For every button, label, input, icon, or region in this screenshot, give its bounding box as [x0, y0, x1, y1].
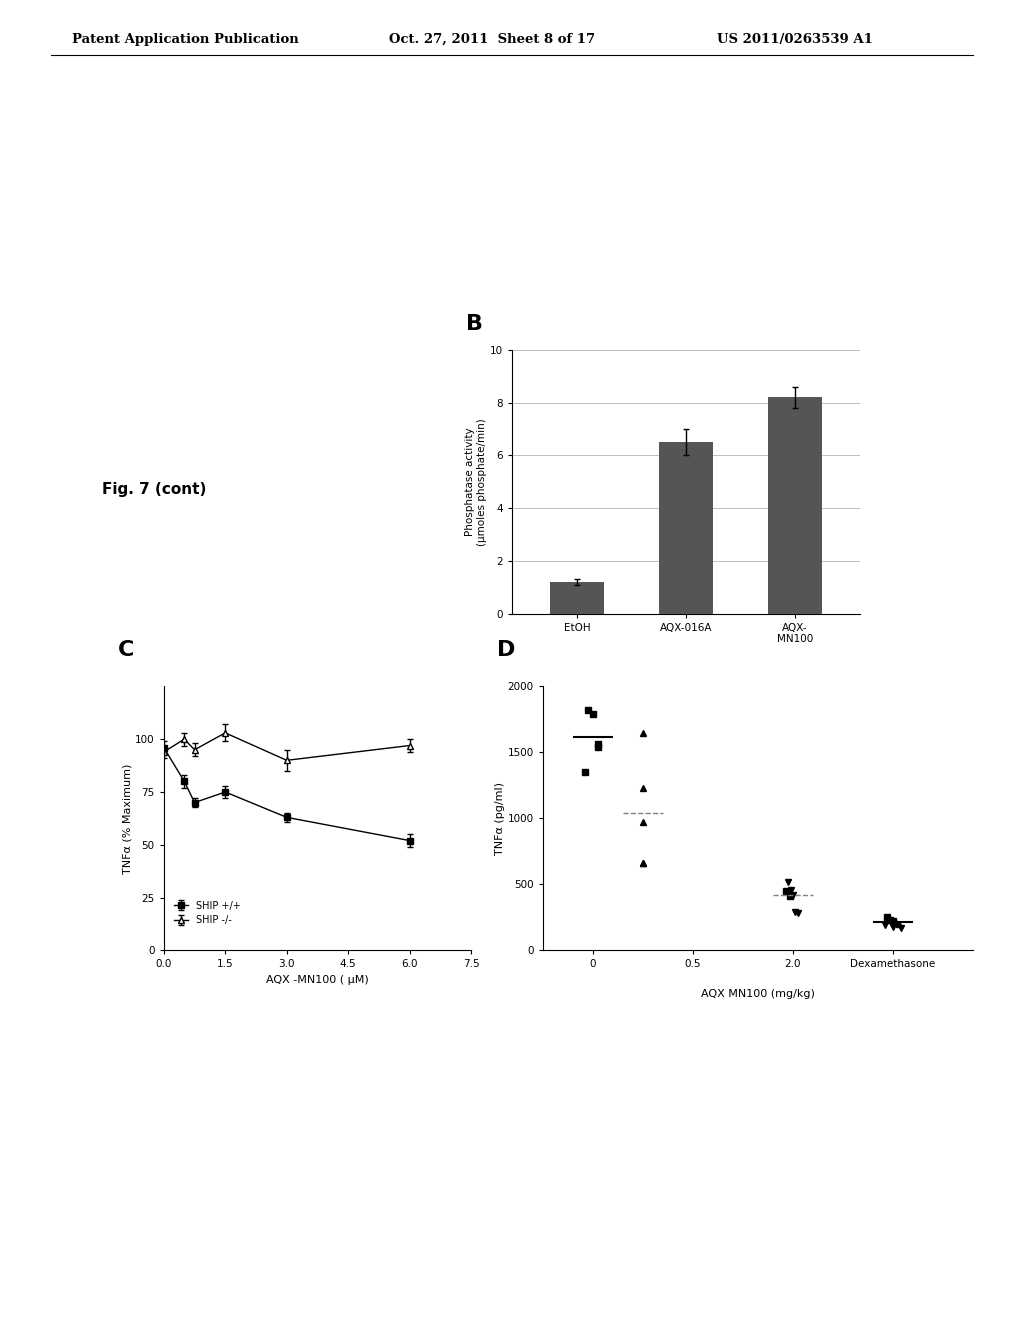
X-axis label: AQX MN100 (mg/kg): AQX MN100 (mg/kg)	[700, 989, 815, 999]
Y-axis label: TNFα (% Maximum): TNFα (% Maximum)	[123, 763, 132, 874]
Text: D: D	[497, 640, 515, 660]
Bar	[658, 442, 714, 614]
X-axis label: AQX -MN100 ( μM): AQX -MN100 ( μM)	[266, 975, 369, 985]
Bar	[550, 582, 604, 614]
Text: Oct. 27, 2011  Sheet 8 of 17: Oct. 27, 2011 Sheet 8 of 17	[389, 33, 595, 46]
Legend: SHIP +/+, SHIP -/-: SHIP +/+, SHIP -/-	[170, 896, 245, 929]
Bar	[768, 397, 822, 614]
Y-axis label: TNFα (pg/ml): TNFα (pg/ml)	[495, 781, 505, 855]
Text: US 2011/0263539 A1: US 2011/0263539 A1	[717, 33, 872, 46]
Text: Fig. 7 (cont): Fig. 7 (cont)	[102, 482, 207, 496]
Text: C: C	[118, 640, 134, 660]
Text: B: B	[466, 314, 483, 334]
Y-axis label: Phosphatase activity
(μmoles phosphate/min): Phosphatase activity (μmoles phosphate/m…	[466, 418, 487, 545]
Text: Patent Application Publication: Patent Application Publication	[72, 33, 298, 46]
